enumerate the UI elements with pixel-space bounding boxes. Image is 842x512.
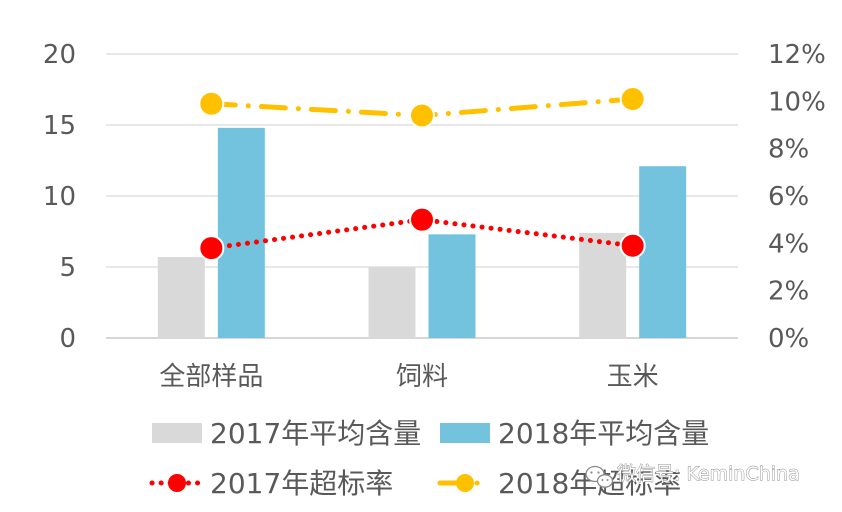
legend-swatch [152,423,202,443]
bar [428,234,476,338]
bar [217,127,265,338]
legend-swatch [440,423,490,443]
right-tick-label: 10% [768,87,826,117]
right-tick-label: 4% [768,229,809,259]
bar [368,267,416,338]
bar [157,257,205,338]
left-axis: 0 5 10 15 20 [43,40,76,354]
data-point [619,232,646,259]
data-point [409,206,435,233]
bar [579,232,627,338]
watermark: 微信号: KeminChina [585,463,800,488]
left-tick-label: 5 [59,253,76,283]
category-label: 玉米 [607,362,659,392]
wechat-icon [585,465,614,488]
legend-label: 2018年平均含量 [498,417,709,450]
category-axis: 全部样品 饲料 玉米 [159,362,658,392]
category-label: 饲料 [396,362,448,392]
legend-item: 2017年超标率 [149,467,393,500]
data-point [619,85,646,112]
legend-marker [168,474,186,492]
left-tick-label: 0 [59,324,76,354]
right-tick-label: 6% [768,182,809,212]
legend-label: 2017年超标率 [210,467,393,500]
left-tick-label: 15 [43,111,76,141]
left-tick-label: 10 [43,182,76,212]
left-tick-label: 20 [43,40,76,70]
legend-marker [456,474,474,492]
data-point [198,90,225,117]
series-line [208,217,636,251]
line-series [198,85,646,262]
legend-item: 2018年平均含量 [440,417,709,450]
legend-label: 2017年平均含量 [210,417,421,450]
category-label: 全部样品 [159,362,263,392]
bar [639,166,687,338]
watermark-text: 微信号: KeminChina [617,463,800,485]
data-point [198,235,225,262]
bar-series [157,127,687,338]
gridlines [106,53,738,339]
data-point [409,102,435,129]
right-axis: 0% 2% 4% 6% 8% 10% 12% [768,40,826,354]
right-tick-label: 0% [768,324,809,354]
right-tick-label: 2% [768,277,809,307]
right-tick-label: 12% [768,40,826,70]
right-tick-label: 8% [768,135,809,165]
legend-item: 2017年平均含量 [152,417,421,450]
